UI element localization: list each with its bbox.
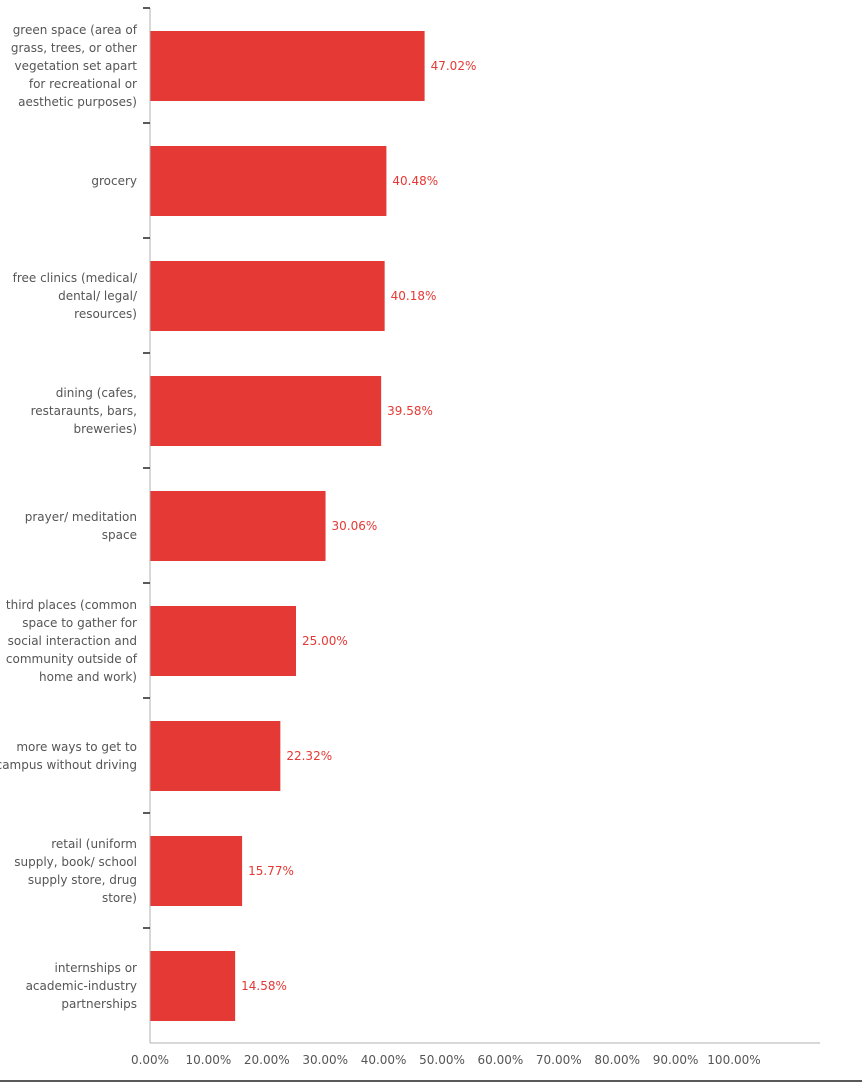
category-label-line: home and work)	[39, 670, 137, 684]
bar-value-label: 40.18%	[391, 289, 437, 303]
x-tick-label: 100.00%	[707, 1053, 760, 1067]
category-label: more ways to get to campus without drivin…	[0, 740, 137, 772]
category-labels-group: green space (area of grass, trees, or oth…	[0, 23, 138, 1011]
category-label-line: social interaction and	[8, 634, 137, 648]
bar	[150, 951, 236, 1021]
category-label-line: internships or	[54, 961, 137, 975]
category-label-line: resources)	[74, 307, 137, 321]
bar	[150, 836, 243, 906]
x-tick-label: 40.00%	[361, 1053, 407, 1067]
bar-value-label: 22.32%	[286, 749, 332, 763]
category-label-line: green space (area of	[13, 23, 138, 37]
category-label-line: grass, trees, or other	[11, 41, 137, 55]
category-label-line: dining (cafes,	[56, 386, 137, 400]
category-label-line: space	[102, 528, 137, 542]
x-tick-label: 0.00%	[131, 1053, 169, 1067]
category-label-line: community outside of	[6, 652, 138, 666]
axes-group: 0.00% 10.00% 20.00% 30.00% 40.00% 50.00% 60.00…	[0, 7, 862, 1082]
bars-group	[150, 31, 425, 1021]
bar-value-label: 39.58%	[387, 404, 433, 418]
bar-value-label: 25.00%	[302, 634, 348, 648]
category-label-line: space to gather for	[22, 616, 137, 630]
value-labels-group: 47.02% 40.48% 40.18% 39.58% 30.06% 25.00% 22.3…	[241, 59, 476, 993]
category-label: prayer/ meditation space	[25, 510, 137, 542]
category-label-line: restaraunts, bars,	[31, 404, 137, 418]
bar	[150, 606, 296, 676]
category-label: green space (area of grass, trees, or oth…	[11, 23, 138, 109]
bar-value-label: 14.58%	[241, 979, 287, 993]
bar-value-label: 15.77%	[248, 864, 294, 878]
x-tick-label: 10.00%	[186, 1053, 232, 1067]
bar	[150, 721, 281, 791]
bar	[150, 376, 382, 446]
category-label-line: academic-industry	[26, 979, 137, 993]
category-label: retail (uniform supply, book/ school suppl…	[14, 837, 137, 905]
category-label: free clinics (medical/dental/ legal/reso…	[13, 271, 138, 321]
category-label-line: prayer/ meditation	[25, 510, 137, 524]
category-label-line: free clinics (medical/	[13, 271, 138, 285]
category-label-line: vegetation set apart	[15, 59, 138, 73]
category-label-line: third places (common	[6, 598, 137, 612]
x-tick-label: 20.00%	[244, 1053, 290, 1067]
category-label-line: supply, book/ school	[14, 855, 137, 869]
bar	[150, 31, 425, 101]
x-tick-label: 60.00%	[478, 1053, 524, 1067]
category-label: dining (cafes, restaraunts, bars, brewerie…	[31, 386, 137, 436]
bar	[150, 261, 385, 331]
category-label-line: grocery	[91, 174, 137, 188]
x-tick-label: 70.00%	[536, 1053, 582, 1067]
x-tick-label: 90.00%	[653, 1053, 699, 1067]
category-label-line: campus without driving	[0, 758, 137, 772]
category-label-line: more ways to get to	[16, 740, 137, 754]
category-label-line: supply store, drug	[28, 873, 137, 887]
category-label: internships or academic-industry partnersh…	[26, 961, 137, 1011]
bar	[150, 146, 387, 216]
bar	[150, 491, 326, 561]
category-label-line: for recreational or	[29, 77, 137, 91]
category-label-line: retail (uniform	[51, 837, 137, 851]
category-label: third places (common space to gather for s…	[6, 598, 138, 684]
category-label-line: aesthetic purposes)	[18, 95, 137, 109]
category-label-line: partnerships	[61, 997, 137, 1011]
x-tick-label: 80.00%	[594, 1053, 640, 1067]
category-label: grocery	[91, 174, 137, 188]
category-label-line: dental/ legal/	[58, 289, 138, 303]
category-label-line: store)	[102, 891, 137, 905]
category-label-line: breweries)	[74, 422, 137, 436]
bar-value-label: 47.02%	[431, 59, 477, 73]
bar-value-label: 30.06%	[332, 519, 378, 533]
bar-value-label: 40.48%	[392, 174, 438, 188]
x-tick-label: 30.00%	[302, 1053, 348, 1067]
x-tick-label: 50.00%	[419, 1053, 465, 1067]
